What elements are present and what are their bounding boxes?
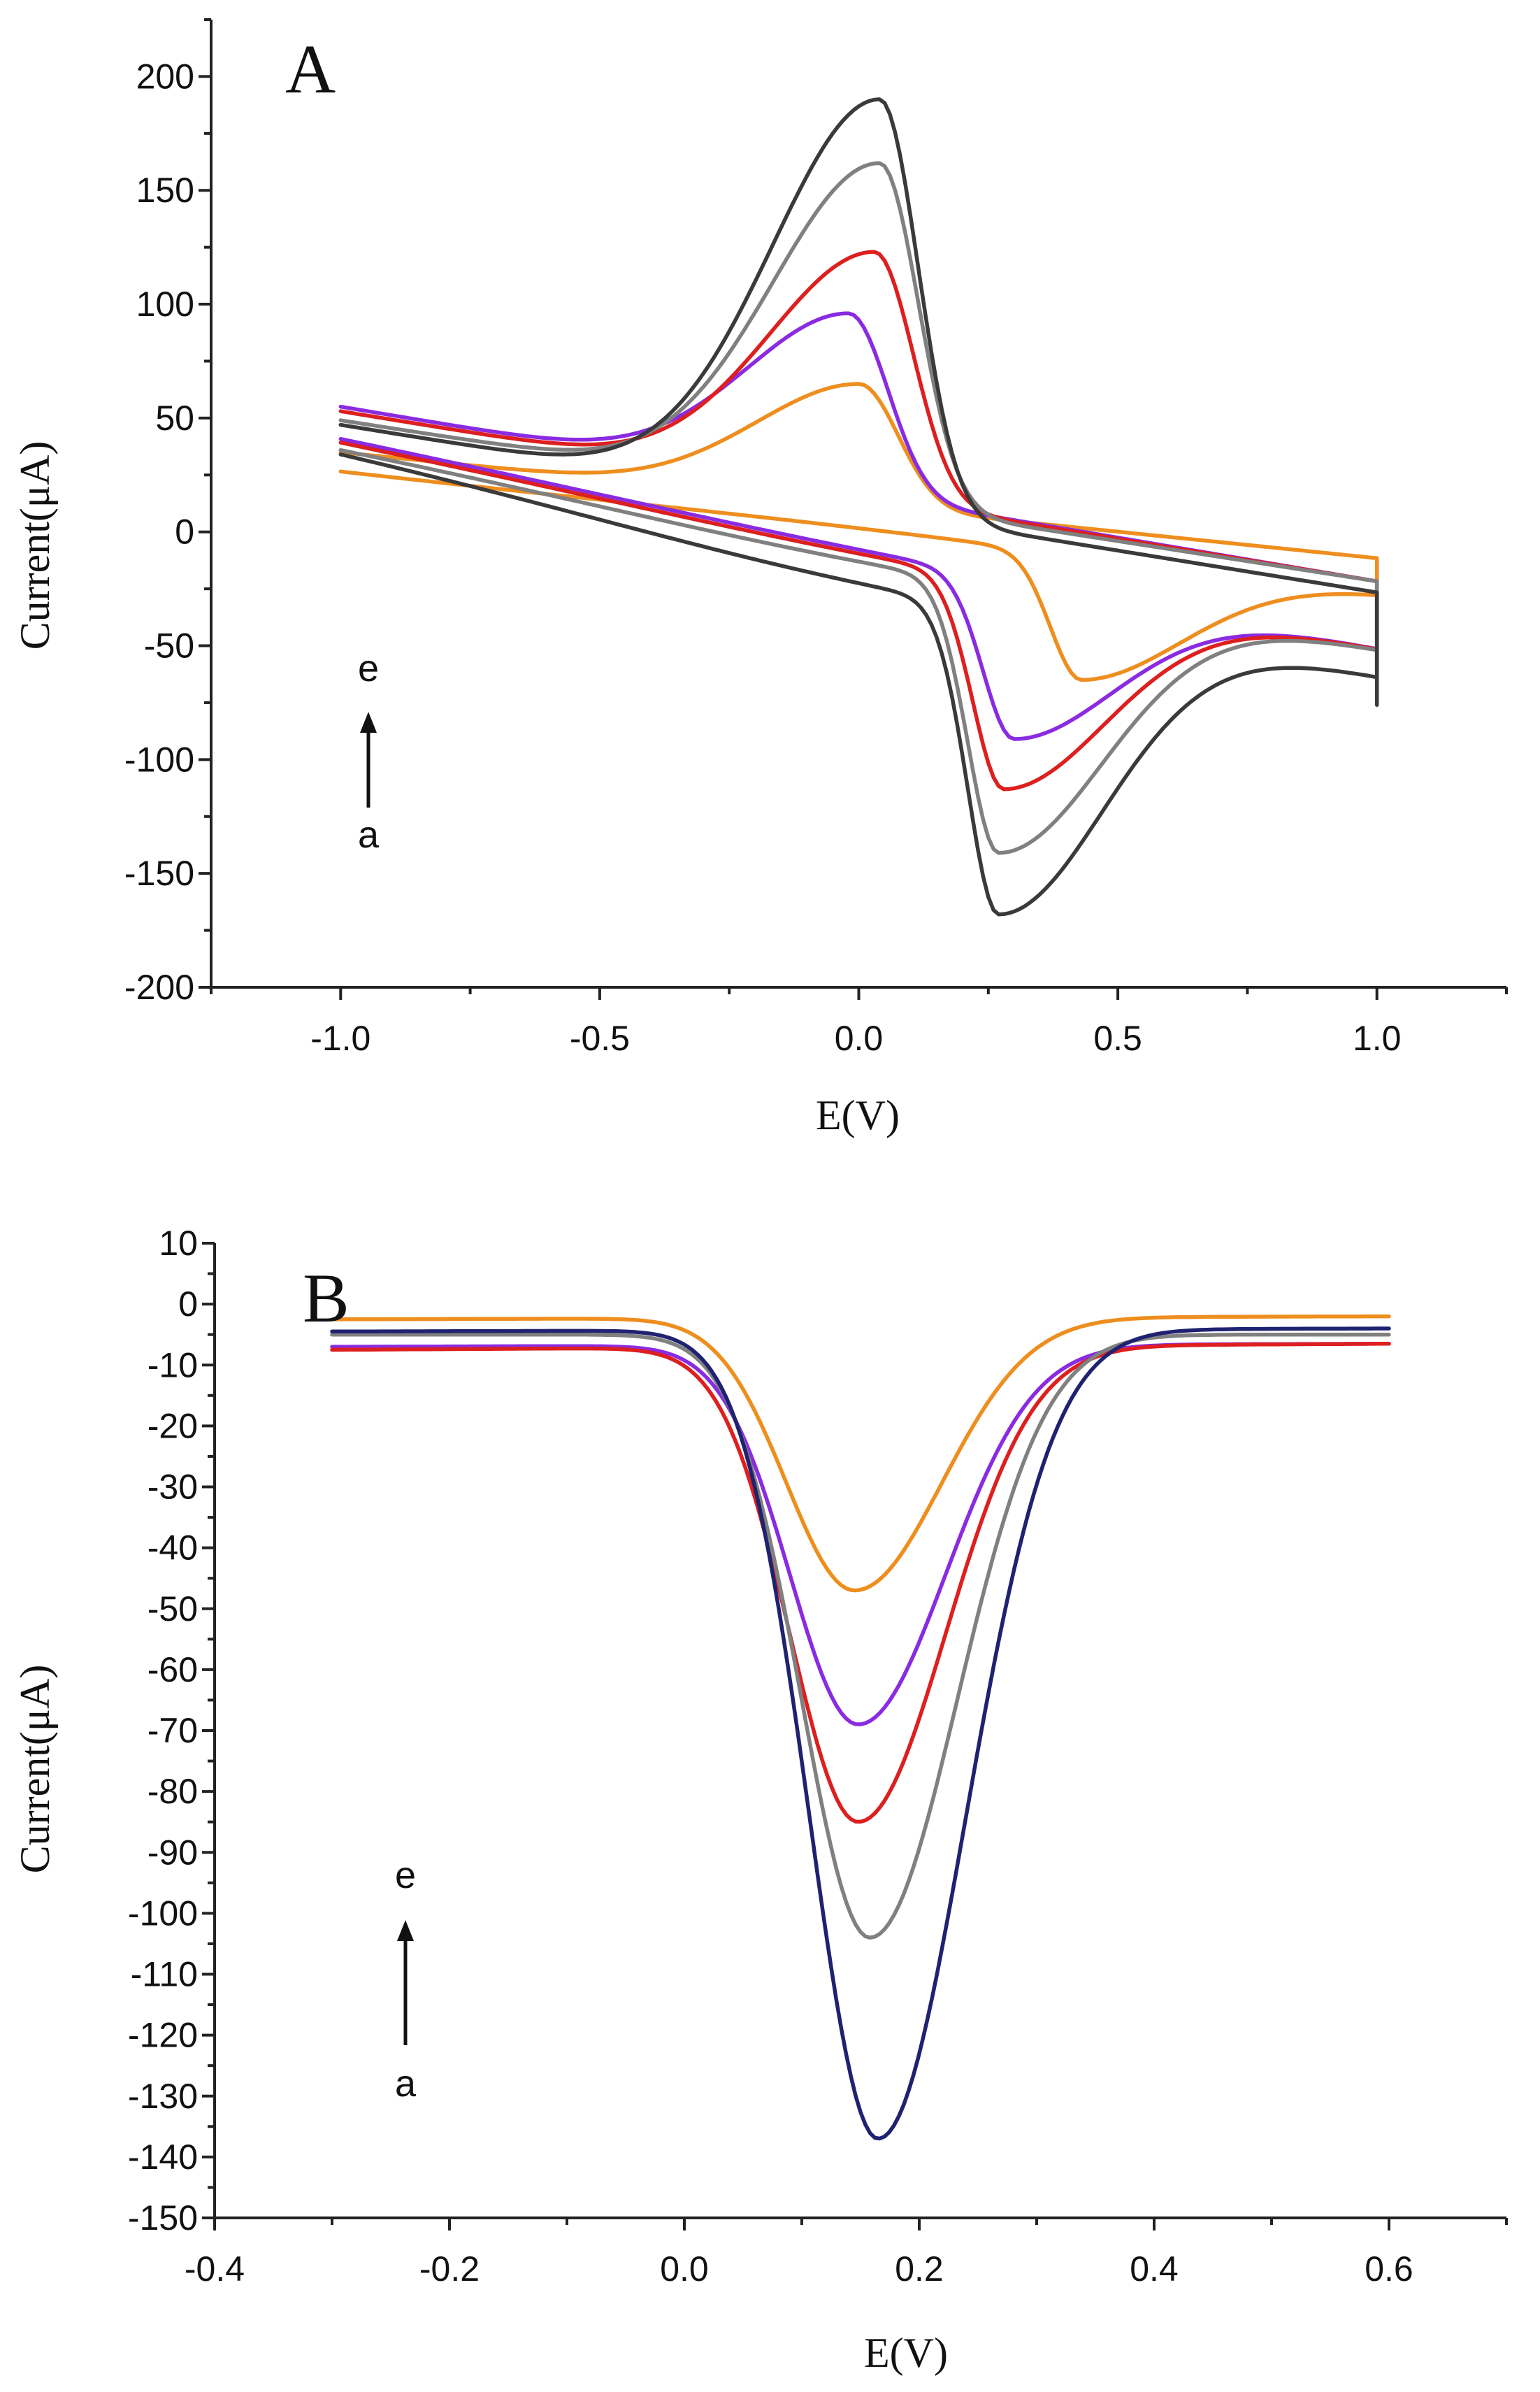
- panel-a-arrow-bottom-label: a: [358, 814, 380, 856]
- y-tick-label: 0: [175, 513, 194, 552]
- panel-b-label: B: [303, 1259, 350, 1337]
- y-tick-label: 150: [136, 171, 194, 210]
- panel-b-series-line-4: [330, 1332, 1391, 1940]
- panel-a-x-axis-title: E(V): [816, 1092, 900, 1138]
- y-tick-label: -120: [128, 2016, 198, 2055]
- panel-b-y-axis-title: Current(μA): [12, 1665, 58, 1874]
- x-tick-label: 0.5: [1093, 1019, 1142, 1058]
- panel-b-series-line-1: [330, 1314, 1391, 1593]
- y-tick-label: -100: [128, 1893, 198, 1933]
- y-tick-label: -100: [124, 740, 194, 779]
- y-tick-label: -110: [131, 1955, 198, 1994]
- x-tick-label: 1.0: [1353, 1019, 1402, 1058]
- panel-a-curves: [338, 97, 1379, 917]
- panel-a: -1.0 -0.5 0.0 0.5 1.0 -200 -150 -100 -50 0 50 100 1…: [12, 18, 1508, 1138]
- panel-b-series-line-2: [330, 1342, 1391, 1726]
- x-tick-label: 0.0: [660, 2249, 709, 2289]
- x-tick-label: 0.4: [1130, 2249, 1179, 2289]
- panel-a-trend-arrow: e a: [358, 647, 380, 856]
- panel-a-series-line-5: [338, 97, 1379, 917]
- y-tick-label: -70: [147, 1711, 198, 1750]
- y-tick-label: -150: [128, 2198, 198, 2237]
- panel-b-trend-arrow: e a: [395, 1854, 417, 2105]
- y-tick-label: 50: [155, 399, 194, 438]
- panel-b-arrow-bottom-label: a: [395, 2063, 417, 2105]
- panel-b-y-tick-labels: 10 0 -10 -20 -30 -40 -50 -60 -70 -80 -90 -100 -110 -1…: [128, 1224, 198, 2237]
- y-tick-label: -90: [147, 1833, 198, 1872]
- panel-b-series-line-5: [330, 1326, 1391, 2141]
- x-tick-label: 0.6: [1365, 2249, 1413, 2289]
- panel-a-series-line-4: [338, 161, 1379, 855]
- x-tick-label: -0.2: [419, 2249, 480, 2289]
- y-tick-label: -50: [144, 626, 194, 666]
- panel-b-x-tick-labels: -0.4 -0.2 0.0 0.2 0.4 0.6: [185, 2249, 1413, 2289]
- panel-b: -0.4 -0.2 0.0 0.2 0.4 0.6 10 0 -10 -20 -30 -40 -50 -…: [12, 1224, 1508, 2376]
- panel-a-series-line-2: [338, 311, 1379, 741]
- panel-a-arrow-top-label: e: [358, 647, 379, 689]
- panel-a-label: A: [285, 30, 336, 108]
- panel-a-arrow-head: [360, 712, 377, 733]
- panel-a-x-tick-labels: -1.0 -0.5 0.0 0.5 1.0: [310, 1019, 1401, 1058]
- x-tick-label: 0.2: [895, 2249, 944, 2289]
- panel-b-arrow-top-label: e: [395, 1854, 416, 1896]
- y-tick-label: 10: [159, 1224, 198, 1263]
- y-tick-label: -50: [147, 1589, 198, 1628]
- panel-a-y-tick-labels: -200 -150 -100 -50 0 50 100 150 200: [124, 57, 194, 1007]
- panel-a-axes: [199, 18, 1508, 1000]
- y-tick-label: -60: [147, 1650, 198, 1689]
- y-tick-label: 100: [136, 285, 194, 324]
- y-tick-label: -140: [128, 2137, 198, 2177]
- y-tick-label: -150: [124, 854, 194, 893]
- panel-b-curves: [330, 1314, 1391, 2141]
- y-tick-label: -30: [147, 1468, 198, 1507]
- y-tick-label: 200: [136, 57, 194, 96]
- x-tick-label: -1.0: [310, 1019, 370, 1058]
- panel-a-series-line-1: [338, 382, 1379, 682]
- panel-b-arrow-head: [397, 1920, 414, 1941]
- panel-b-series-line-3: [330, 1342, 1391, 1824]
- x-tick-label: 0.0: [835, 1019, 884, 1058]
- y-tick-label: -10: [147, 1345, 198, 1384]
- y-tick-label: -130: [128, 2077, 198, 2116]
- panel-a-y-axis-title: Current(μA): [12, 441, 58, 650]
- panel-b-x-axis-title: E(V): [864, 2330, 948, 2376]
- y-tick-label: -80: [147, 1772, 198, 1811]
- y-tick-label: 0: [178, 1284, 198, 1324]
- x-tick-label: -0.4: [185, 2249, 245, 2289]
- panel-a-series-line-3: [338, 250, 1379, 792]
- y-tick-label: -200: [124, 968, 194, 1007]
- y-tick-label: -40: [147, 1528, 198, 1568]
- y-tick-label: -20: [147, 1406, 198, 1445]
- panel-b-axes: [202, 1242, 1508, 2230]
- x-tick-label: -0.5: [570, 1019, 630, 1058]
